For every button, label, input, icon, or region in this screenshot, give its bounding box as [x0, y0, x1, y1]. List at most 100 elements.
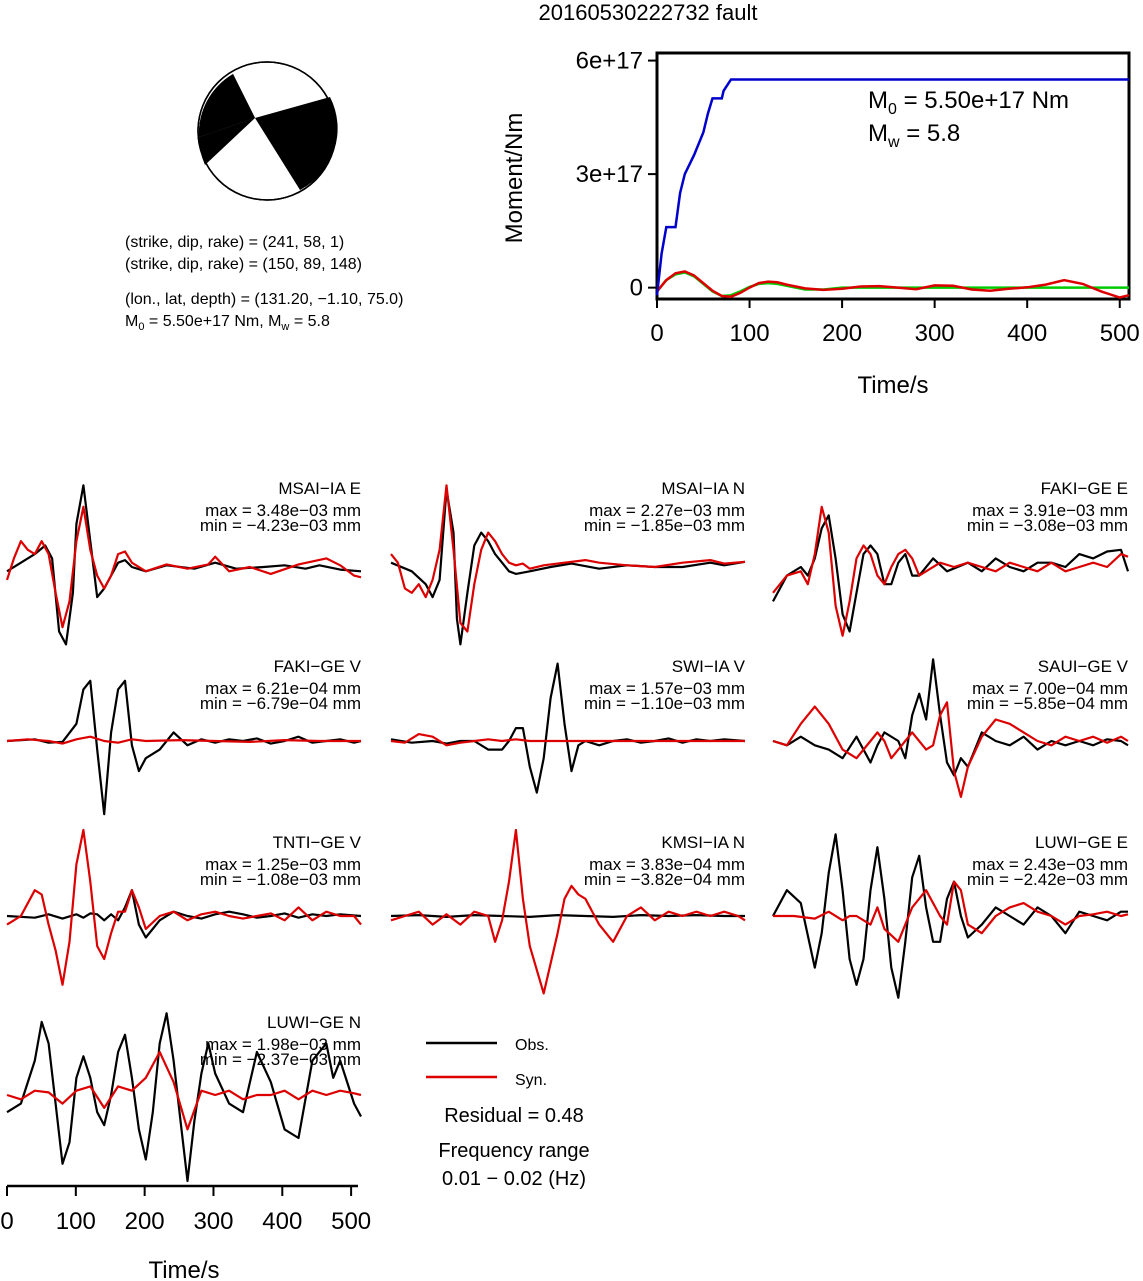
- min-label: min = −1.08e−03 mm: [200, 870, 361, 889]
- syn-trace: [390, 733, 745, 747]
- min-label: min = −6.79e−04 mm: [200, 694, 361, 713]
- max-label: max = 3.48e−03 mm: [205, 501, 361, 520]
- waveform-xtick-label: 200: [125, 1208, 165, 1235]
- syn-trace: [5, 505, 362, 629]
- station-label: TNTI−GE V: [273, 833, 362, 852]
- magnitude-text: M0 = 5.50e+17 Nm, Mw = 5.8: [125, 313, 330, 333]
- station-label: LUWI−GE E: [1035, 833, 1128, 852]
- waveform-xtick-label: 100: [56, 1208, 96, 1235]
- moment-chart: 0 3e+17 6e+17 0 100 200 300 400 500 Moment/Nm Ti…: [501, 48, 1140, 399]
- moment-ytick-label: 0: [630, 275, 643, 302]
- moment-m0-annotation: M0 = 5.50e+17 Nm: [868, 87, 1069, 118]
- beachball-quadrant-3: [198, 74, 255, 137]
- legend-syn-label: Syn.: [515, 1072, 547, 1089]
- max-label: max = 1.57e−03 mm: [589, 679, 745, 698]
- max-label: max = 3.91e−03 mm: [972, 501, 1128, 520]
- max-label: max = 1.25e−03 mm: [205, 855, 361, 874]
- moment-chart-frame: [655, 51, 1131, 301]
- max-label: max = 2.43e−03 mm: [972, 855, 1128, 874]
- moment-xtick-label: 300: [915, 320, 955, 347]
- min-label: min = −3.08e−03 mm: [967, 516, 1128, 535]
- moment-xtick-label: 500: [1100, 320, 1140, 347]
- syn-trace: [6, 828, 362, 986]
- moment-mw-annotation: Mw = 5.8: [868, 120, 960, 151]
- nodal-plane-1: (strike, dip, rake) = (241, 58, 1): [125, 234, 344, 251]
- waveform-xtick-label: 0: [0, 1208, 13, 1235]
- syn-trace: [6, 1050, 362, 1131]
- min-label: min = −4.23e−03 mm: [200, 516, 361, 535]
- station-label: SAUI−GE V: [1038, 657, 1129, 676]
- waveform-xlabel: Time/s: [148, 1257, 219, 1281]
- waveform-xtick-label: 300: [193, 1208, 233, 1235]
- max-label: max = 6.21e−04 mm: [205, 679, 361, 698]
- obs-trace: [772, 658, 1129, 777]
- moment-xtick-label: 0: [650, 320, 663, 347]
- obs-trace: [772, 514, 1130, 633]
- min-label: min = −3.82e−04 mm: [584, 870, 745, 889]
- min-label: min = −1.10e−03 mm: [584, 694, 745, 713]
- station-label: FAKI−GE V: [274, 657, 362, 676]
- obs-trace: [6, 484, 362, 646]
- frequency-range: 0.01 − 0.02 (Hz): [442, 1168, 586, 1190]
- station-label: KMSI−IA N: [661, 833, 745, 852]
- moment-series-1: [656, 271, 1129, 298]
- syn-trace: [773, 880, 1129, 943]
- station-label: LUWI−GE N: [267, 1013, 361, 1032]
- moment-series-2: [656, 270, 1130, 299]
- location-text: (lon., lat, depth) = (131.20, −1.10, 75.…: [125, 291, 403, 308]
- obs-trace: [6, 1012, 362, 1183]
- residual-text: Residual = 0.48: [444, 1105, 584, 1127]
- max-label: max = 3.83e−04 mm: [589, 855, 745, 874]
- waveform-legend: Obs. Syn.: [426, 1037, 549, 1089]
- station-label: SWI−IA V: [672, 657, 746, 676]
- moment-axes: 0 3e+17 6e+17 0 100 200 300 400 500: [576, 48, 1140, 347]
- max-label: max = 1.98e−03 mm: [205, 1035, 361, 1054]
- moment-xtick-label: 200: [822, 320, 862, 347]
- moment-xtick-label: 400: [1007, 320, 1047, 347]
- moment-series-0: [655, 78, 1129, 296]
- obs-trace: [6, 679, 362, 816]
- station-label: FAKI−GE E: [1041, 479, 1128, 498]
- moment-ytick-label: 3e+17: [576, 161, 643, 188]
- frequency-label: Frequency range: [438, 1140, 589, 1162]
- beachball-quadrant-4: [199, 118, 255, 165]
- syn-trace: [772, 505, 1129, 637]
- moment-xtick-label: 100: [730, 320, 770, 347]
- syn-trace: [390, 828, 746, 995]
- syn-trace: [6, 735, 361, 745]
- waveform-xtick-label: 400: [262, 1208, 302, 1235]
- figure-title: 20160530222732 fault: [539, 0, 758, 25]
- min-label: min = −5.85e−04 mm: [967, 694, 1128, 713]
- syn-trace: [390, 484, 746, 633]
- legend-obs-label: Obs.: [515, 1037, 549, 1054]
- obs-trace: [6, 889, 362, 939]
- min-label: min = −1.85e−03 mm: [584, 516, 745, 535]
- max-label: max = 2.27e−03 mm: [589, 501, 745, 520]
- nodal-plane-2: (strike, dip, rake) = (150, 89, 148): [125, 256, 362, 273]
- station-label: MSAI−IA E: [278, 479, 361, 498]
- syn-trace: [772, 701, 1129, 798]
- moment-ytick-label: 6e+17: [576, 48, 643, 75]
- moment-series-group: [655, 78, 1130, 299]
- min-label: min = −2.42e−03 mm: [967, 870, 1128, 889]
- beachball: [197, 61, 338, 201]
- moment-ylabel: Moment/Nm: [501, 113, 528, 244]
- beachball-quadrant-2: [255, 97, 338, 190]
- min-label: min = −2.37e−03 mm: [200, 1050, 361, 1069]
- waveform-time-axis: 0 100 200 300 400 500: [0, 1184, 371, 1235]
- moment-xlabel: Time/s: [857, 372, 928, 399]
- station-label: MSAI−IA N: [661, 479, 745, 498]
